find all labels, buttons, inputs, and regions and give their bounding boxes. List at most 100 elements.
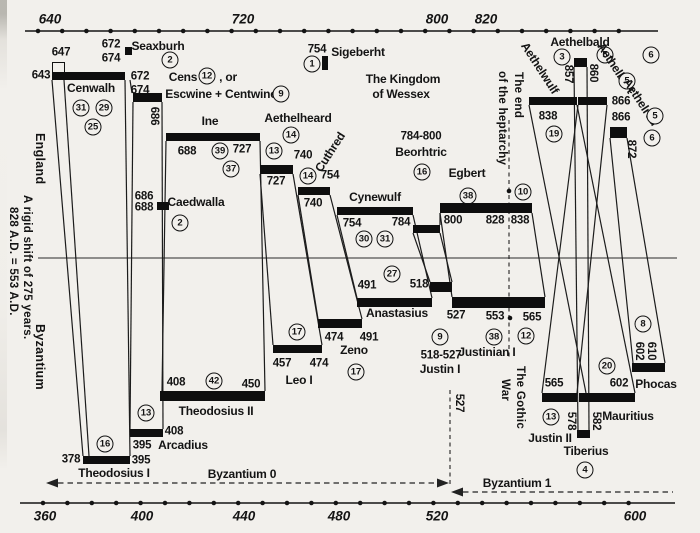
phocas-start-year: 602 [632,341,645,361]
mauritius-end-year: 602 [609,377,629,390]
ine-duration-circle-39: 39 [211,142,229,160]
aethelbert-bar [578,97,607,105]
beorhtric-label: Beorhtric [395,145,447,159]
cuthred-bar [298,187,330,195]
aethelheard-leo-left-edge [259,173,274,346]
byzantium-margin-label: Byzantium [33,324,47,390]
arcadius-bar [130,429,163,437]
anastasius-start-year: 491 [357,279,377,292]
heptarchy-label-line2: of the heptarchy [496,71,508,166]
aethelwulf-bar [529,97,577,105]
theodosius1-start-year: 378 [61,453,81,466]
heptarchy-label-line1: The end [512,72,524,119]
leo1-start-year: 457 [272,357,292,370]
theodosius2-end-year: 450 [241,378,261,391]
tiberius-end-year: 582 [589,411,602,431]
theodosius1-label: Theodosius I [78,466,150,480]
aethelheard-duration-circle-14: 14 [282,126,300,144]
aethelbald-duration-circle-5: 5 [596,46,614,64]
cenwalh-theodosius1-left-edge [51,79,84,457]
egbert-end-year: 838 [510,214,530,227]
wessex-title-line2: of Wessex [372,87,430,101]
column-edges [51,66,666,457]
aethelbert-duration-circle-6: 6 [642,46,660,64]
bottom-axis-label-520: 520 [425,508,449,524]
aethelwulf-start-year: 838 [538,110,558,123]
cens-arcadius-left-edge [129,101,134,430]
cynewulf-duration-circle-31: 31 [376,230,394,248]
sigeberht-year: 754 [307,43,327,56]
top-axis-label-800: 800 [425,11,449,27]
beorhtric-bar [413,225,440,233]
byzantium0-right-arrowhead [437,478,449,488]
ine-label: Ine [201,114,219,128]
arcadius-label: Arcadius [158,438,208,452]
justin1-years: 518-527 [420,349,462,362]
cynewulf-start-year: 754 [342,217,362,230]
bottom-axis-label-440: 440 [232,508,256,524]
caedwalla-duration-circle: 2 [171,214,189,232]
cens-year-672: 672 [130,70,150,83]
justin2-end-year: 578 [564,411,577,431]
cenwalh-theodosius1-right-edge [124,79,131,457]
aethelred-start-year: 866 [611,111,631,124]
aethelbert-duration-circle-5: 5 [618,72,636,90]
aethelbert-end-year: 866 [611,95,631,108]
leo1-bar [273,345,322,353]
top-axis-label-820: 820 [474,11,498,27]
cynewulf-duration-circle-30: 30 [355,230,373,248]
aethelbald-tiberius-right-edge [586,66,590,431]
arcadius-start-year: 395 [132,439,152,452]
zeno-bar [318,319,362,328]
egbert-mid-year: 828 [485,214,505,227]
beorhtric-years: 784-800 [400,130,442,143]
aethelred-bar [610,127,627,138]
cynewulf-anastasius-left-edge [336,214,358,299]
top-axis-label-640: 640 [38,11,62,27]
aethelbald-label: Aethelbald [550,35,610,49]
aethelbert-justin2-right-edge [576,104,608,394]
cens-side-year-686: 686 [147,106,160,126]
cuthred-start-year: 740 [303,197,323,210]
ine-duration-circle-37: 37 [222,160,240,178]
egbert-duration-circle-10: 10 [514,183,532,201]
byzantium0-left-arrowhead [46,478,58,488]
anastasius-label: Anastasius [365,306,429,320]
mauritius-label: Mauritius [602,409,654,423]
gothic-527-year: 527 [452,393,465,413]
zeno-start-year: 474 [324,331,344,344]
wessex-title-line1: The Kingdom [365,72,441,86]
zeno-end-year: 491 [359,331,379,344]
cenwalh-bar [52,72,125,80]
theodosius2-bar [160,391,265,401]
justinian-553-marker-dot [507,315,513,321]
sigeberht-label: Sigeberht [331,45,385,59]
ine-theodosius2-left-edge [161,140,167,392]
tiberius-bar [577,430,590,438]
cenwalh-duration-circle-25: 25 [84,118,102,136]
justinian-duration-circle-38: 38 [485,328,503,346]
top-axis-label-720: 720 [231,11,255,27]
bottom-axis-label-600: 600 [623,508,647,524]
cenwalh-cens-step [129,79,133,94]
cuthred-zeno-right-edge [329,194,363,320]
egbert-bar [440,203,532,213]
phocas-label: Phocas [635,377,677,391]
aethelred-duration-circle-6: 6 [643,129,661,147]
mauritius-bar [579,393,635,402]
aethelheard-label: Aethelheard [264,111,332,125]
cuthred-zeno-left-edge [297,194,319,320]
zeno-duration-circle: 17 [347,363,365,381]
cenwalh-theodosius1-inner-edge [63,79,90,457]
cens-duration-circle-12: 12 [198,67,216,85]
cenwalh-duration-circle-29: 29 [95,99,113,117]
aethelheard-end-year: 740 [293,149,313,162]
ine-end-year: 727 [232,143,252,156]
aethelwulf-mauritius-right-edge [576,104,636,394]
seaxburh-year-672: 672 [101,38,121,51]
theodosius1-duration-circle: 16 [96,435,114,453]
england-margin-label: England [33,133,47,185]
byzantium0-label: Byzantium 0 [207,467,277,481]
